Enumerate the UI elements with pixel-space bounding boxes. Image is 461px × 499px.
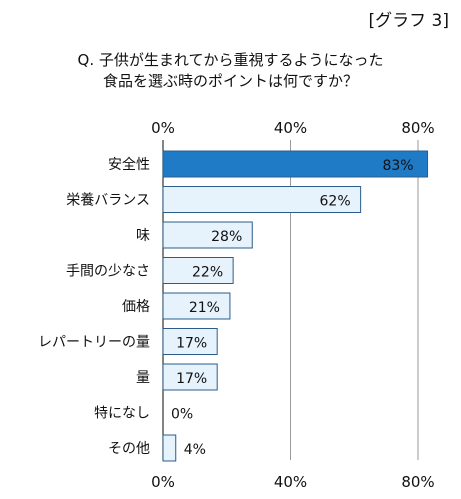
x-tick-label-top: 80% [401, 119, 434, 137]
value-label: 17% [176, 336, 207, 352]
x-tick-label-top: 40% [274, 119, 307, 137]
question-line-2: 食品を選ぶ時のポイントは何ですか？ [102, 72, 358, 90]
category-label: 栄養バランス [66, 192, 150, 209]
bar [162, 257, 234, 284]
value-label: 22% [192, 265, 223, 281]
value-label: 62% [320, 194, 351, 210]
bar [162, 434, 177, 462]
bar [162, 186, 362, 213]
question-line-1: Q. 子供が生まれてから重視するようになった [77, 51, 384, 69]
x-tick-label-top: 0% [151, 119, 175, 137]
category-label: その他 [108, 441, 150, 457]
x-tick-label-bottom: 0% [151, 473, 175, 491]
bar [162, 221, 253, 249]
bar [162, 328, 218, 355]
bar [162, 292, 231, 320]
graph-number-label: [グラフ 3] [368, 11, 449, 31]
category-label: 価格 [122, 299, 150, 315]
value-label: 4% [184, 442, 206, 458]
value-label: 0% [171, 407, 193, 423]
x-tick-label-bottom: 40% [274, 473, 307, 491]
bar [162, 150, 429, 178]
category-label: 特になし [94, 406, 150, 422]
value-label: 21% [189, 300, 220, 316]
x-tick-label-bottom: 80% [401, 473, 434, 491]
category-label: レパートリーの量 [38, 335, 150, 351]
category-label: 手間の少なさ [66, 264, 150, 280]
value-label: 83% [382, 158, 413, 174]
value-label: 17% [176, 371, 207, 387]
category-label: 安全性 [108, 156, 150, 173]
value-label: 28% [211, 229, 242, 245]
category-label: 量 [136, 370, 150, 386]
question-text: Q. 子供が生まれてから重視するようになった 食品を選ぶ時のポイントは何ですか？ [0, 50, 461, 92]
bar [162, 363, 218, 391]
category-label: 味 [136, 228, 150, 244]
